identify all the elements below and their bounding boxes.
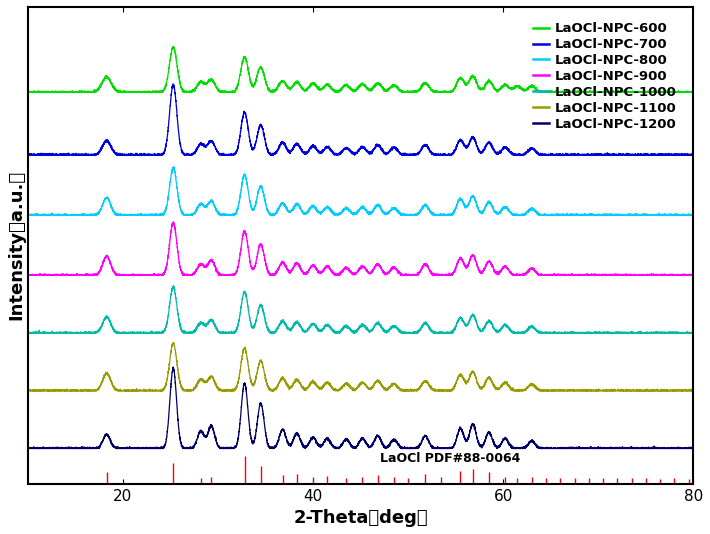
LaOCl-NPC-1100 bbox=[689, 387, 698, 394]
LaOCl-NPC-700 bbox=[288, 146, 297, 153]
X-axis label: 2-Theta（deg）: 2-Theta（deg） bbox=[293, 509, 428, 527]
LaOCl-NPC-1000 bbox=[23, 330, 32, 336]
LaOCl-NPC-600 bbox=[23, 89, 32, 96]
LaOCl-NPC-600 bbox=[198, 79, 207, 85]
LaOCl-NPC-1000 bbox=[275, 323, 283, 329]
LaOCl-NPC-800 bbox=[346, 208, 354, 214]
LaOCl-NPC-1100 bbox=[474, 381, 483, 388]
LaOCl-NPC-700 bbox=[169, 81, 178, 87]
LaOCl-NPC-1200 bbox=[169, 364, 178, 371]
LaOCl-NPC-900 bbox=[169, 219, 178, 225]
Line: LaOCl-NPC-800: LaOCl-NPC-800 bbox=[28, 167, 694, 215]
LaOCl-NPC-700 bbox=[689, 151, 698, 158]
LaOCl-NPC-600 bbox=[275, 80, 283, 87]
Line: LaOCl-NPC-1200: LaOCl-NPC-1200 bbox=[28, 367, 694, 449]
LaOCl-NPC-900 bbox=[288, 265, 297, 272]
LaOCl-NPC-700 bbox=[23, 152, 32, 158]
LaOCl-NPC-1200 bbox=[288, 439, 297, 445]
LaOCl-NPC-600 bbox=[58, 89, 67, 96]
LaOCl-NPC-1000 bbox=[689, 328, 698, 334]
LaOCl-NPC-800 bbox=[23, 212, 32, 218]
LaOCl-NPC-800 bbox=[58, 212, 67, 218]
LaOCl-NPC-1200 bbox=[58, 445, 67, 451]
LaOCl-NPC-1100 bbox=[346, 383, 354, 390]
LaOCl-NPC-700 bbox=[198, 141, 207, 147]
LaOCl-NPC-900 bbox=[474, 265, 483, 271]
LaOCl-NPC-600 bbox=[474, 82, 483, 89]
LaOCl-NPC-1000 bbox=[288, 324, 297, 331]
Line: LaOCl-NPC-900: LaOCl-NPC-900 bbox=[28, 222, 694, 276]
LaOCl-NPC-800 bbox=[474, 205, 483, 211]
LaOCl-NPC-1100 bbox=[169, 340, 178, 346]
LaOCl-NPC-600 bbox=[288, 84, 297, 90]
LaOCl-NPC-800 bbox=[170, 163, 178, 170]
LaOCl-NPC-900 bbox=[198, 262, 207, 268]
LaOCl-NPC-900 bbox=[275, 264, 283, 270]
LaOCl-NPC-600 bbox=[23, 88, 32, 95]
LaOCl-NPC-800 bbox=[275, 205, 283, 211]
LaOCl-NPC-1000 bbox=[58, 330, 67, 336]
LaOCl-NPC-1100 bbox=[23, 387, 32, 393]
LaOCl-NPC-1200 bbox=[474, 439, 483, 446]
LaOCl-NPC-600 bbox=[689, 88, 698, 95]
LaOCl-NPC-600 bbox=[169, 43, 178, 50]
LaOCl-NPC-1100 bbox=[198, 376, 207, 383]
Y-axis label: Intensity（a.u.）: Intensity（a.u.） bbox=[7, 170, 25, 320]
LaOCl-NPC-1000 bbox=[346, 326, 354, 333]
LaOCl-NPC-700 bbox=[58, 152, 67, 158]
LaOCl-NPC-1100 bbox=[58, 388, 67, 394]
LaOCl-NPC-1200 bbox=[275, 434, 283, 441]
LaOCl-NPC-1200 bbox=[689, 445, 698, 451]
LaOCl-NPC-900 bbox=[23, 272, 32, 279]
Legend: LaOCl-NPC-600, LaOCl-NPC-700, LaOCl-NPC-800, LaOCl-NPC-900, LaOCl-NPC-1000, LaOC: LaOCl-NPC-600, LaOCl-NPC-700, LaOCl-NPC-… bbox=[529, 18, 680, 135]
Line: LaOCl-NPC-700: LaOCl-NPC-700 bbox=[28, 84, 694, 155]
LaOCl-NPC-600 bbox=[346, 85, 354, 91]
Line: LaOCl-NPC-1100: LaOCl-NPC-1100 bbox=[28, 343, 694, 391]
LaOCl-NPC-1100 bbox=[23, 388, 32, 394]
Line: LaOCl-NPC-1000: LaOCl-NPC-1000 bbox=[28, 286, 694, 333]
LaOCl-NPC-900 bbox=[689, 271, 698, 278]
LaOCl-NPC-700 bbox=[346, 148, 354, 155]
LaOCl-NPC-1000 bbox=[169, 282, 178, 289]
LaOCl-NPC-1200 bbox=[23, 445, 32, 452]
LaOCl-NPC-1100 bbox=[275, 380, 283, 386]
Line: LaOCl-NPC-600: LaOCl-NPC-600 bbox=[28, 46, 694, 92]
LaOCl-NPC-900 bbox=[346, 269, 354, 275]
LaOCl-NPC-800 bbox=[689, 212, 698, 218]
LaOCl-NPC-1200 bbox=[23, 445, 32, 452]
LaOCl-NPC-900 bbox=[58, 272, 67, 279]
LaOCl-NPC-800 bbox=[198, 202, 207, 208]
Text: LaOCl PDF#88-0064: LaOCl PDF#88-0064 bbox=[380, 452, 520, 465]
LaOCl-NPC-1100 bbox=[288, 382, 297, 389]
LaOCl-NPC-700 bbox=[474, 145, 483, 152]
LaOCl-NPC-1000 bbox=[474, 324, 483, 331]
LaOCl-NPC-1200 bbox=[198, 430, 207, 436]
LaOCl-NPC-700 bbox=[275, 144, 283, 151]
LaOCl-NPC-800 bbox=[288, 206, 297, 213]
LaOCl-NPC-1200 bbox=[346, 441, 354, 447]
LaOCl-NPC-1000 bbox=[198, 320, 207, 327]
